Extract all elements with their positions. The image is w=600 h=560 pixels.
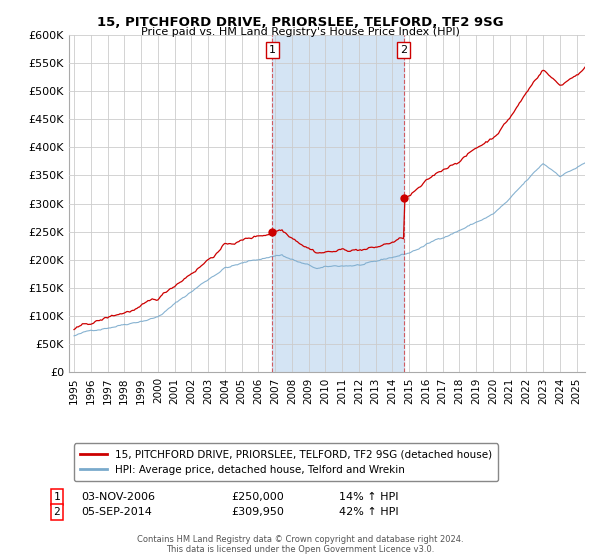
Legend: 15, PITCHFORD DRIVE, PRIORSLEE, TELFORD, TF2 9SG (detached house), HPI: Average : 15, PITCHFORD DRIVE, PRIORSLEE, TELFORD,… [74, 444, 498, 481]
Text: 03-NOV-2006: 03-NOV-2006 [81, 492, 155, 502]
Text: Price paid vs. HM Land Registry's House Price Index (HPI): Price paid vs. HM Land Registry's House … [140, 27, 460, 37]
Text: 1: 1 [53, 492, 61, 502]
Text: 15, PITCHFORD DRIVE, PRIORSLEE, TELFORD, TF2 9SG: 15, PITCHFORD DRIVE, PRIORSLEE, TELFORD,… [97, 16, 503, 29]
Text: £309,950: £309,950 [231, 507, 284, 517]
Text: £250,000: £250,000 [231, 492, 284, 502]
Text: Contains HM Land Registry data © Crown copyright and database right 2024.
This d: Contains HM Land Registry data © Crown c… [137, 535, 463, 554]
Text: 1: 1 [269, 45, 276, 55]
Text: 14% ↑ HPI: 14% ↑ HPI [339, 492, 398, 502]
Text: 2: 2 [53, 507, 61, 517]
Text: 42% ↑ HPI: 42% ↑ HPI [339, 507, 398, 517]
Text: 05-SEP-2014: 05-SEP-2014 [81, 507, 152, 517]
Bar [272, 35, 404, 372]
Text: 2: 2 [400, 45, 407, 55]
